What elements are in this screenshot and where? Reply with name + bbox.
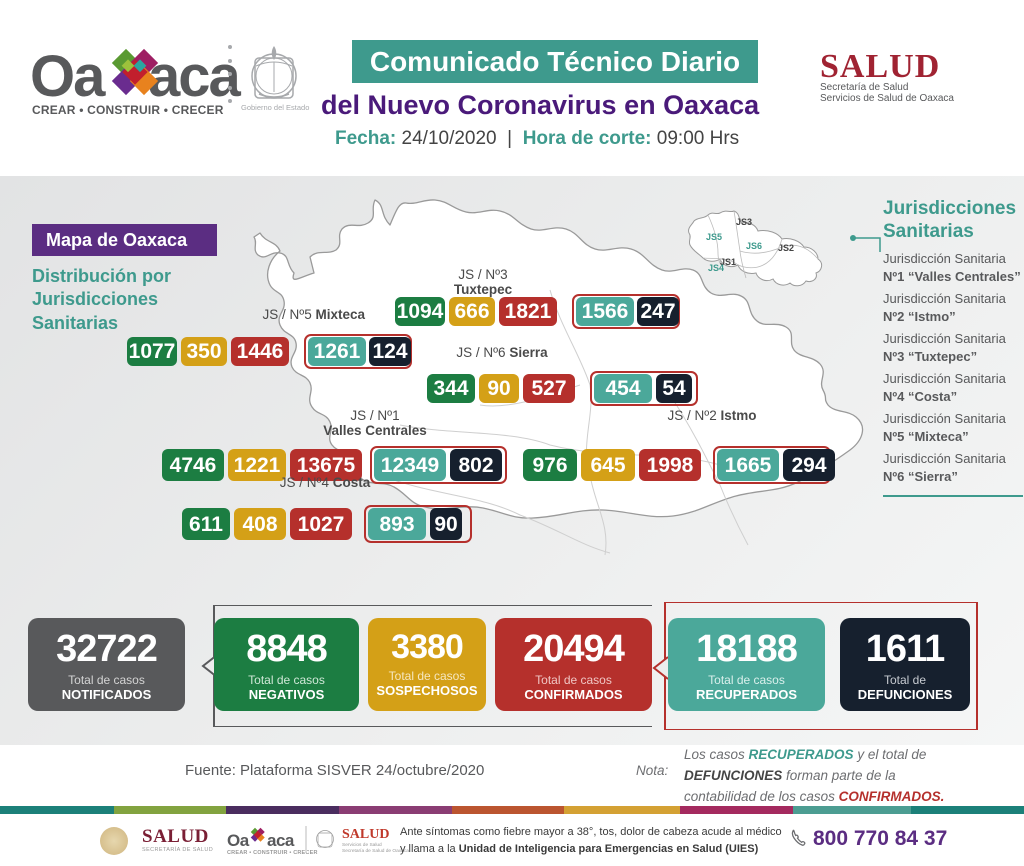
svg-text:Oa: Oa (30, 44, 106, 109)
svg-text:JS6: JS6 (746, 241, 762, 251)
svg-text:aca: aca (267, 831, 295, 850)
svg-text:Oa: Oa (227, 831, 250, 850)
svg-text:JS3: JS3 (736, 217, 752, 227)
svg-text:JS5: JS5 (706, 232, 722, 242)
svg-text:JS2: JS2 (778, 243, 794, 253)
svg-text:CREAR • CONSTRUIR • CRECER: CREAR • CONSTRUIR • CRECER (32, 103, 224, 117)
svg-text:JS4: JS4 (708, 263, 724, 273)
